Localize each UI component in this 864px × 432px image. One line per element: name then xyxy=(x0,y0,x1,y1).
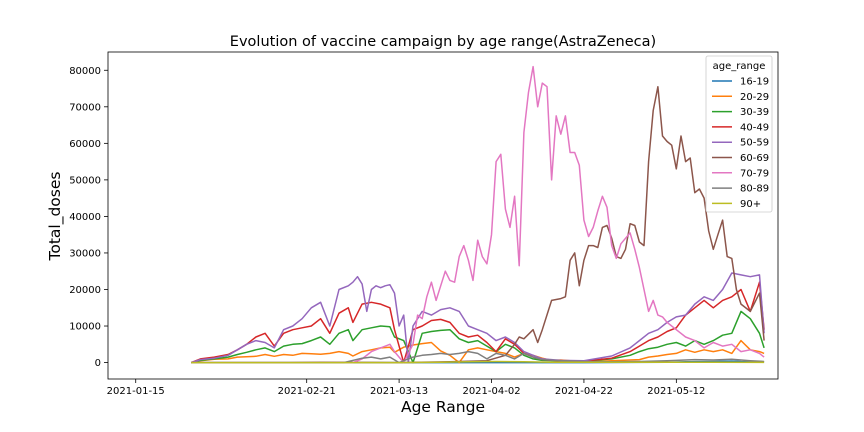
legend-label-20-29: 20-29 xyxy=(740,92,769,103)
y-tick-label: 50000 xyxy=(69,175,101,186)
legend-label-70-79: 70-79 xyxy=(740,168,769,179)
x-tick-label: 2021-04-02 xyxy=(462,386,520,397)
legend: age_range 16-19 20-29 30-39 40-49 50-59 60-69… xyxy=(705,55,773,213)
legend-label-30-39: 30-39 xyxy=(740,107,769,118)
series-line-20-29 xyxy=(191,339,765,364)
y-tick-label: 0 xyxy=(95,358,101,369)
series-lines xyxy=(190,65,765,364)
y-tick-label: 40000 xyxy=(69,212,101,223)
x-tick-label: 2021-05-12 xyxy=(647,386,705,397)
x-tick-label: 2021-03-13 xyxy=(370,386,428,397)
series-line-60-69 xyxy=(191,85,765,364)
y-axis-label: Total_doses xyxy=(46,172,65,262)
plot-frame xyxy=(107,51,779,380)
y-tick-label: 60000 xyxy=(69,139,101,150)
y-tick-label: 70000 xyxy=(69,102,101,113)
legend-label-50-59: 50-59 xyxy=(740,138,769,149)
legend-label-16-19: 16-19 xyxy=(740,77,769,88)
legend-items: 16-19 20-29 30-39 40-49 50-59 60-69 70-79 80-89… xyxy=(712,77,769,210)
x-tick-label: 2021-01-15 xyxy=(107,386,165,397)
legend-label-90+: 90+ xyxy=(740,199,761,210)
series-line-90+ xyxy=(191,360,765,364)
series-line-70-79 xyxy=(191,65,765,364)
series-line-50-59 xyxy=(190,272,765,364)
series-line-30-39 xyxy=(191,310,765,364)
chart-title: Evolution of vaccine campaign by age ran… xyxy=(230,34,656,50)
series-line-40-49 xyxy=(190,281,765,364)
x-axis: 2021-01-15 2021-02-21 2021-03-13 2021-04-02… xyxy=(107,379,705,397)
x-tick-label: 2021-04-22 xyxy=(555,386,613,397)
legend-label-80-89: 80-89 xyxy=(740,184,769,195)
y-tick-label: 80000 xyxy=(69,66,101,77)
series-line-80-89 xyxy=(191,350,765,364)
y-tick-label: 30000 xyxy=(69,248,101,259)
plot-area xyxy=(108,52,778,379)
x-axis-label: Age Range xyxy=(401,398,485,416)
legend-label-40-49: 40-49 xyxy=(740,122,769,133)
y-tick-label: 20000 xyxy=(69,285,101,296)
y-axis: 0 10000 20000 30000 40000 50000 60000 70000 8000… xyxy=(69,66,108,369)
x-tick-label: 2021-02-21 xyxy=(278,386,336,397)
y-tick-label: 10000 xyxy=(69,322,101,333)
legend-title: age_range xyxy=(713,61,766,72)
legend-label-60-69: 60-69 xyxy=(740,153,769,164)
